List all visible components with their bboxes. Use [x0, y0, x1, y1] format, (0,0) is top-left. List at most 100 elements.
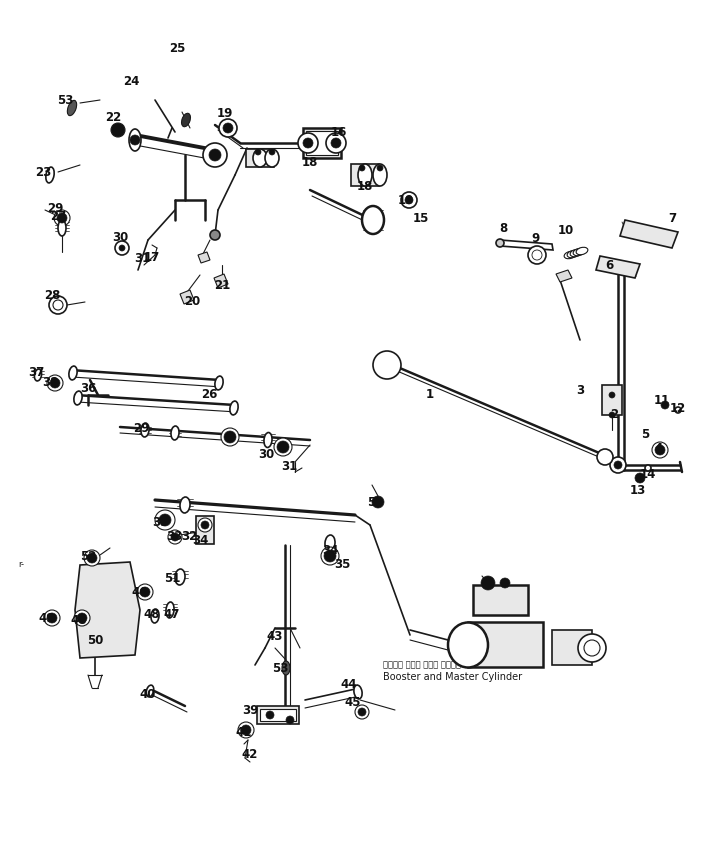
Circle shape [155, 510, 175, 530]
Circle shape [609, 412, 615, 418]
Ellipse shape [264, 433, 272, 447]
Ellipse shape [171, 426, 179, 440]
Ellipse shape [573, 248, 585, 256]
Ellipse shape [362, 206, 384, 234]
Text: 35: 35 [152, 516, 168, 529]
Text: 5: 5 [641, 429, 649, 441]
Text: 27: 27 [50, 209, 66, 223]
Circle shape [210, 230, 220, 240]
Circle shape [675, 407, 681, 413]
Text: 51: 51 [164, 572, 180, 584]
Circle shape [661, 401, 669, 409]
Circle shape [496, 239, 504, 247]
Text: 29: 29 [133, 422, 149, 435]
Circle shape [355, 705, 369, 719]
Circle shape [358, 708, 366, 716]
Ellipse shape [175, 569, 185, 585]
Circle shape [532, 250, 542, 260]
Text: 45: 45 [345, 696, 361, 710]
Circle shape [53, 300, 63, 310]
Ellipse shape [180, 497, 190, 513]
Text: 41: 41 [236, 727, 252, 739]
Text: 21: 21 [214, 279, 230, 291]
Text: 6: 6 [605, 258, 613, 272]
Text: 39: 39 [242, 704, 258, 717]
Bar [260, 709, 296, 721]
Text: 26: 26 [201, 389, 217, 401]
Text: 24: 24 [123, 75, 139, 87]
Text: 4: 4 [655, 441, 663, 455]
Ellipse shape [182, 113, 190, 127]
Text: 32: 32 [181, 529, 197, 542]
Circle shape [655, 445, 665, 455]
Text: 43: 43 [267, 629, 283, 643]
Text: 53: 53 [57, 93, 74, 107]
Text: r-: r- [18, 560, 24, 569]
Text: 44: 44 [341, 678, 357, 691]
Text: 14: 14 [640, 468, 656, 481]
Circle shape [269, 149, 275, 155]
Text: 23: 23 [35, 165, 51, 179]
Ellipse shape [215, 376, 223, 390]
Circle shape [74, 610, 90, 626]
Text: 19: 19 [217, 107, 233, 119]
Circle shape [44, 610, 60, 626]
Ellipse shape [69, 366, 77, 380]
Text: 29: 29 [47, 202, 63, 214]
Ellipse shape [282, 661, 290, 675]
Circle shape [401, 192, 417, 208]
Text: 10: 10 [558, 224, 574, 236]
Ellipse shape [570, 249, 582, 257]
Text: 25: 25 [169, 42, 185, 54]
Text: 40: 40 [140, 689, 156, 701]
Ellipse shape [448, 623, 488, 667]
Circle shape [221, 428, 239, 446]
Ellipse shape [129, 129, 141, 151]
Circle shape [130, 135, 140, 145]
Polygon shape [596, 256, 640, 278]
Ellipse shape [564, 252, 576, 258]
Circle shape [528, 246, 546, 264]
Circle shape [584, 640, 600, 656]
Text: 11: 11 [654, 394, 670, 407]
Circle shape [373, 351, 401, 379]
Text: 2: 2 [610, 408, 618, 422]
Ellipse shape [35, 369, 42, 381]
Circle shape [359, 165, 365, 171]
Ellipse shape [354, 685, 362, 699]
Circle shape [321, 547, 339, 565]
Circle shape [47, 375, 63, 391]
Circle shape [255, 149, 261, 155]
Text: 18: 18 [357, 180, 373, 192]
Text: 12: 12 [670, 401, 686, 414]
Circle shape [324, 550, 336, 562]
Ellipse shape [567, 250, 579, 257]
Circle shape [645, 465, 651, 471]
Circle shape [168, 530, 182, 544]
Text: 36: 36 [80, 381, 96, 395]
Circle shape [159, 514, 171, 526]
Circle shape [115, 241, 129, 255]
Circle shape [47, 613, 57, 623]
Text: 30: 30 [258, 447, 274, 461]
Circle shape [140, 587, 150, 597]
Text: 38: 38 [42, 375, 58, 389]
Text: 48: 48 [71, 613, 87, 627]
Ellipse shape [358, 164, 372, 186]
Polygon shape [620, 220, 678, 248]
Text: 48: 48 [143, 607, 160, 621]
Text: 17: 17 [144, 251, 160, 263]
Ellipse shape [253, 149, 267, 167]
Text: 16: 16 [331, 125, 348, 139]
Text: 49: 49 [39, 612, 56, 624]
Ellipse shape [230, 401, 238, 415]
Text: 19: 19 [398, 193, 414, 207]
Text: 31: 31 [281, 461, 297, 473]
Polygon shape [198, 252, 210, 263]
Circle shape [137, 584, 153, 600]
Circle shape [298, 133, 318, 153]
Ellipse shape [576, 247, 588, 255]
Polygon shape [500, 240, 553, 250]
Ellipse shape [325, 535, 335, 551]
Circle shape [209, 149, 221, 161]
